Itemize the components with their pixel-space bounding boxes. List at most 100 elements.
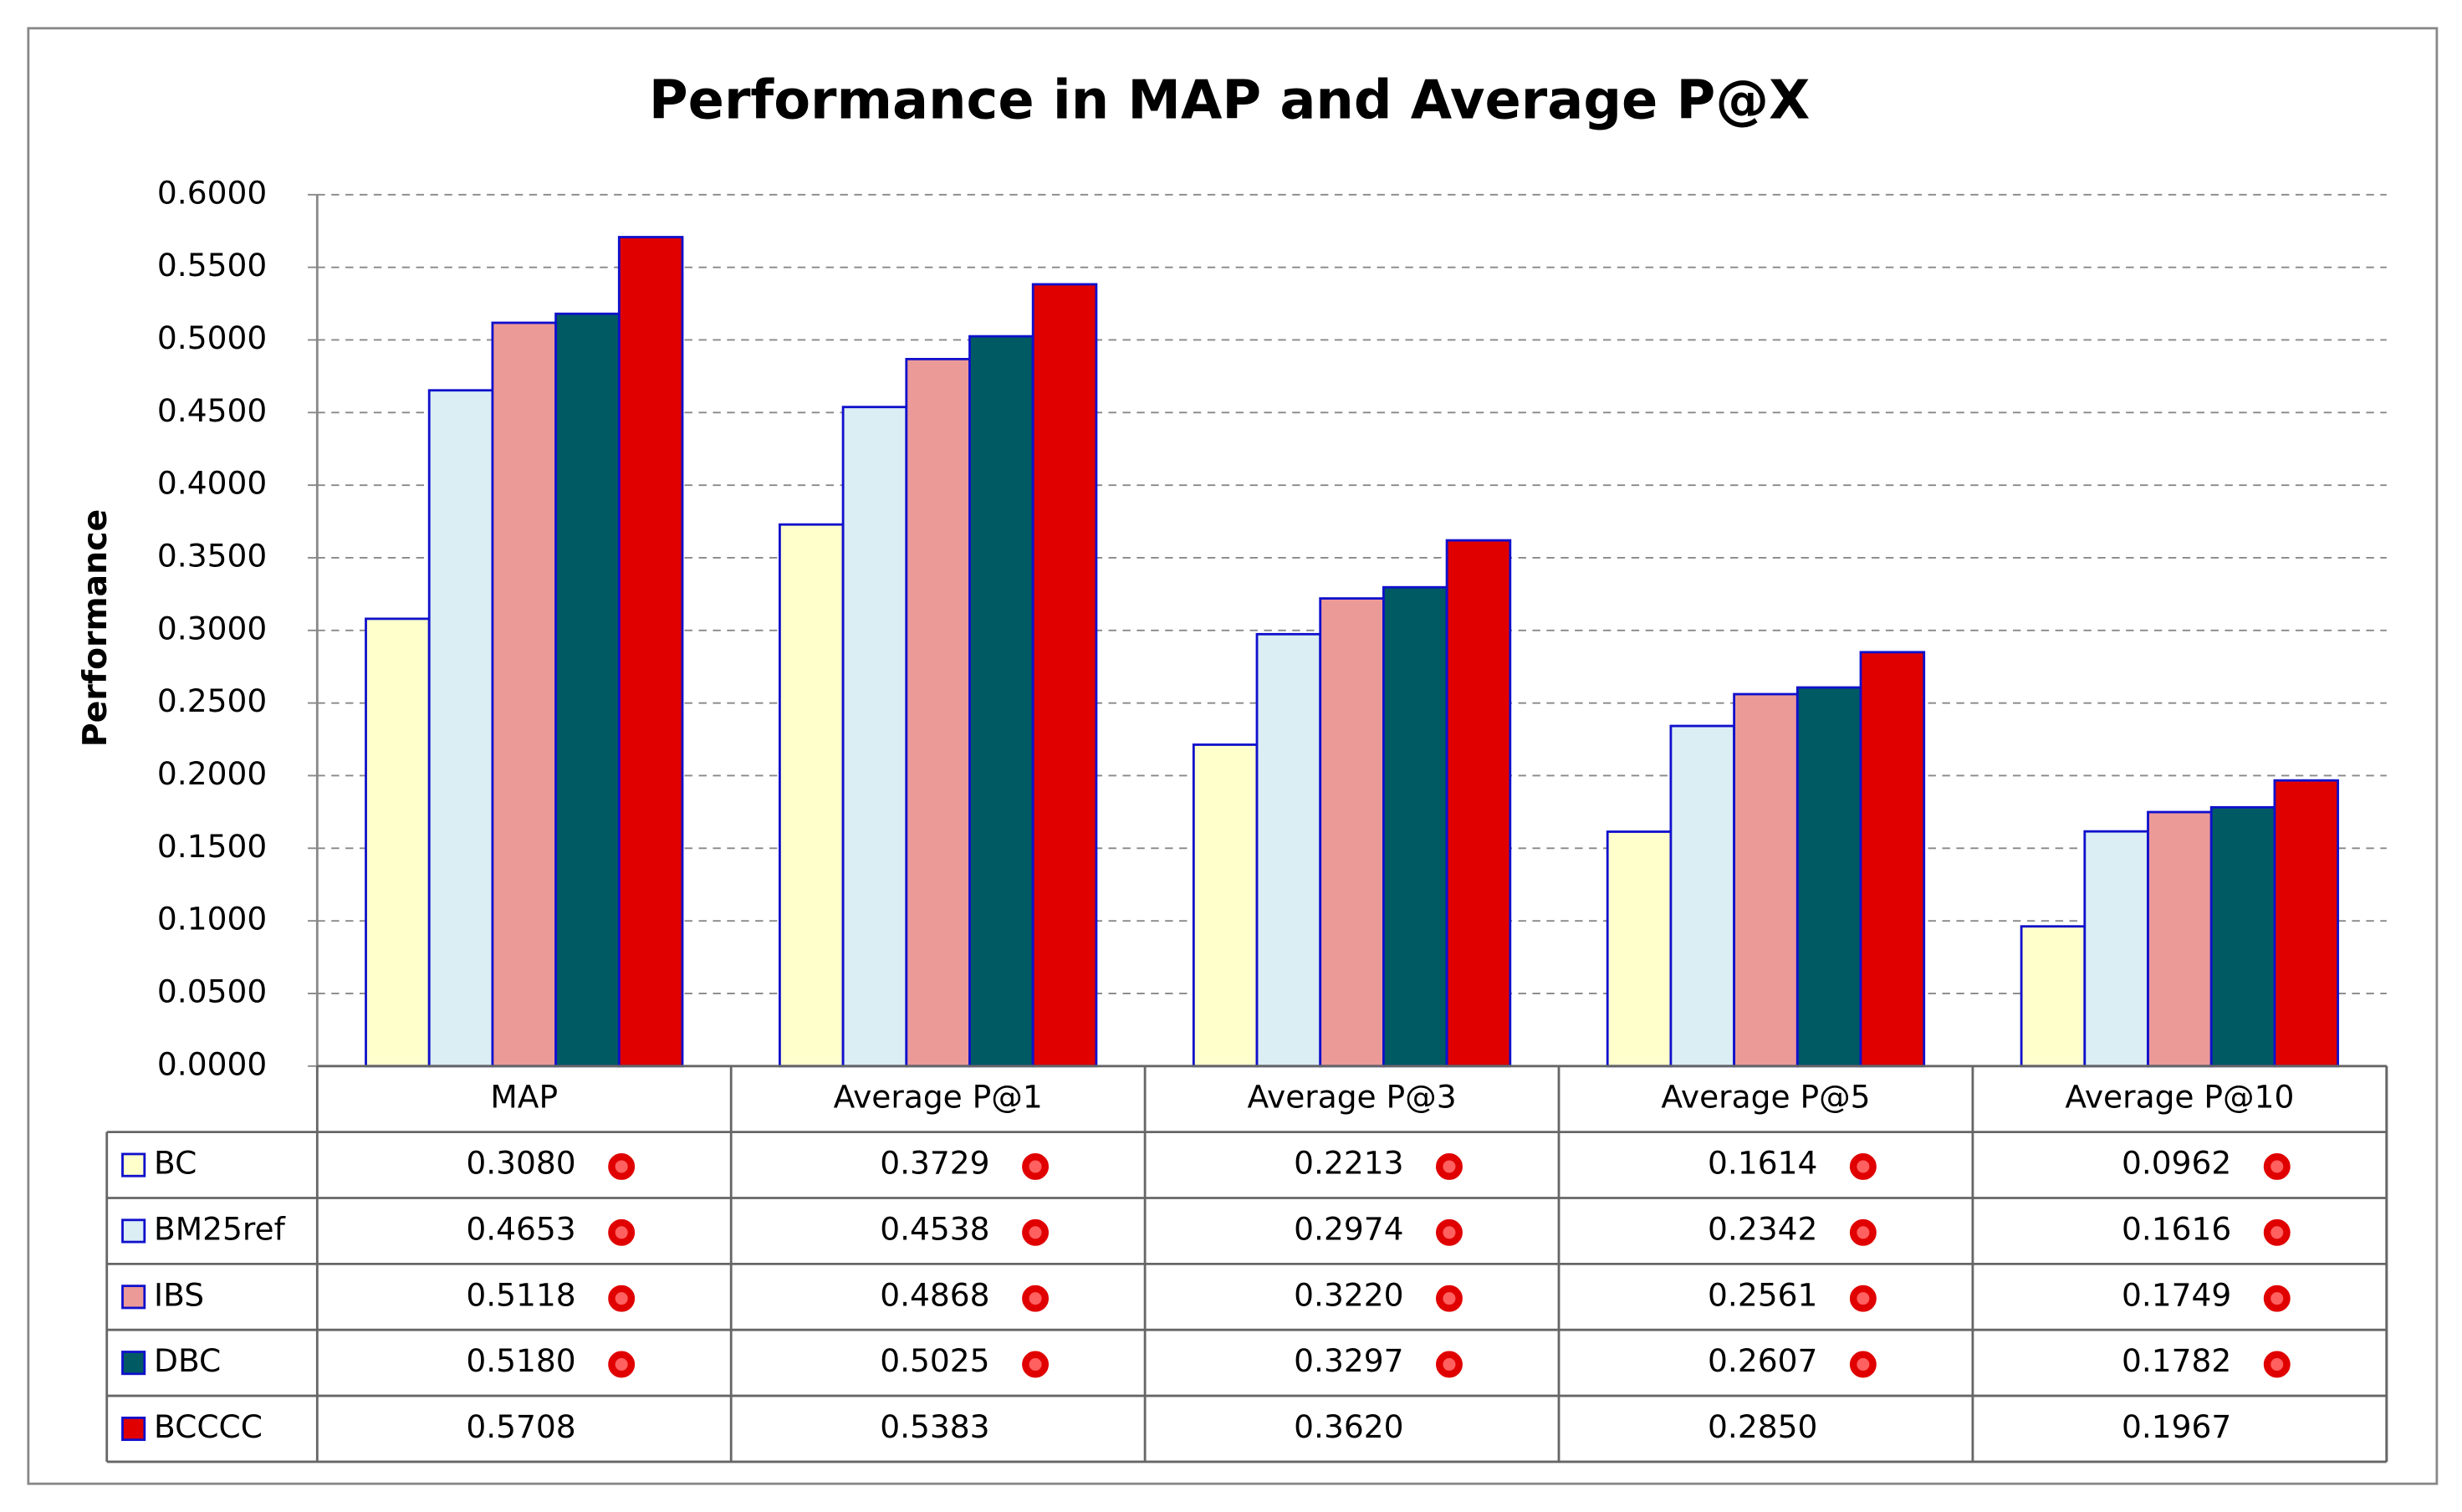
table-value: 0.2213	[1294, 1145, 1403, 1182]
bar	[1319, 597, 1385, 1068]
table-value: 0.3297	[1294, 1342, 1403, 1379]
bar	[491, 321, 558, 1068]
table-value: 0.1782	[2122, 1342, 2231, 1379]
significance-dot-highlight	[2270, 1358, 2284, 1372]
table-value: 0.3080	[466, 1145, 575, 1182]
bar	[554, 312, 621, 1068]
significance-dot-highlight	[1029, 1160, 1042, 1173]
bar	[1382, 585, 1448, 1068]
y-tick-label: 0.4500	[157, 392, 267, 429]
y-tick-label: 0.0500	[157, 973, 267, 1009]
y-tick-label: 0.6000	[157, 174, 267, 211]
y-tick-label: 0.4000	[157, 465, 267, 502]
table-value: 0.2974	[1294, 1210, 1403, 1247]
bar	[617, 236, 684, 1068]
significance-dot-highlight	[1029, 1292, 1042, 1305]
significance-dot-highlight	[615, 1160, 628, 1173]
significance-dot-highlight	[1443, 1358, 1456, 1372]
table-value: 0.1749	[2122, 1276, 2231, 1313]
legend-label: BC	[154, 1145, 197, 1182]
table-value: 0.3620	[1294, 1408, 1403, 1445]
significance-dot-highlight	[2270, 1160, 2284, 1173]
x-tick-label: Average P@5	[1661, 1079, 1870, 1116]
table-value: 0.2342	[1708, 1210, 1817, 1247]
table-value: 0.2850	[1708, 1408, 1817, 1445]
bar	[1733, 692, 1799, 1068]
bar	[1031, 283, 1098, 1068]
significance-dot-highlight	[1443, 1292, 1456, 1305]
legend-swatch	[121, 1218, 146, 1244]
bar	[2083, 830, 2149, 1068]
table-value: 0.5118	[466, 1276, 575, 1313]
bar	[427, 389, 494, 1068]
y-tick-label: 0.2000	[157, 755, 267, 792]
significance-dot-highlight	[1857, 1358, 1870, 1372]
legend-swatch	[121, 1285, 146, 1310]
legend-label: BM25ref	[154, 1210, 286, 1247]
y-tick-label: 0.2500	[157, 682, 267, 719]
legend-label: IBS	[154, 1276, 204, 1313]
legend-swatch	[121, 1152, 146, 1177]
bar	[841, 406, 908, 1068]
bar	[1606, 830, 1673, 1068]
y-tick-label: 0.0000	[157, 1045, 267, 1082]
bar	[905, 357, 971, 1068]
x-tick-label: Average P@1	[834, 1079, 1043, 1116]
y-tick-label: 0.1500	[157, 828, 267, 865]
table-value: 0.1967	[2122, 1408, 2231, 1445]
y-axis-label: Performance	[76, 509, 115, 747]
chart-title: Performance in MAP and Average P@X	[649, 69, 1810, 131]
legend-swatch	[121, 1416, 146, 1442]
significance-dot-highlight	[1443, 1226, 1456, 1239]
bar	[2147, 810, 2213, 1068]
bar	[2209, 805, 2276, 1068]
significance-dot-highlight	[1857, 1292, 1870, 1305]
table-value: 0.2561	[1708, 1276, 1817, 1313]
bar	[1445, 539, 1512, 1068]
significance-dot-highlight	[2270, 1226, 2284, 1239]
significance-dot-highlight	[1029, 1226, 1042, 1239]
legend-label: BCCCC	[154, 1408, 263, 1445]
x-tick-label: MAP	[490, 1079, 558, 1116]
bar	[1192, 743, 1259, 1068]
y-tick-label: 0.5000	[157, 319, 267, 356]
table-value: 0.0962	[2122, 1145, 2231, 1182]
significance-dot-highlight	[615, 1226, 628, 1239]
bar	[2273, 779, 2340, 1068]
bar	[1255, 632, 1322, 1068]
significance-dot-highlight	[615, 1292, 628, 1305]
table-value: 0.4868	[880, 1276, 989, 1313]
bar	[968, 335, 1034, 1068]
x-tick-label: Average P@3	[1248, 1079, 1457, 1116]
y-tick-label: 0.3000	[157, 610, 267, 646]
table-value: 0.3729	[880, 1145, 989, 1182]
bar	[365, 617, 431, 1068]
bar	[1795, 686, 1862, 1068]
y-tick-label: 0.5500	[157, 247, 267, 284]
table-value: 0.3220	[1294, 1276, 1403, 1313]
significance-dot-highlight	[615, 1358, 628, 1372]
significance-dot-highlight	[1857, 1160, 1870, 1173]
table-value: 0.4538	[880, 1210, 989, 1247]
significance-dot-highlight	[1857, 1226, 1870, 1239]
legend-label: DBC	[154, 1342, 221, 1379]
table-value: 0.5180	[466, 1342, 575, 1379]
table-value: 0.5708	[466, 1408, 575, 1445]
y-tick-label: 0.3500	[157, 537, 267, 574]
table-value: 0.5383	[880, 1408, 989, 1445]
x-tick-label: Average P@10	[2065, 1079, 2294, 1116]
table-value: 0.1616	[2122, 1210, 2231, 1247]
bar	[1669, 724, 1736, 1068]
bar	[1859, 651, 1926, 1068]
table-value: 0.1614	[1708, 1145, 1817, 1182]
table-value: 0.2607	[1708, 1342, 1817, 1379]
significance-dot-highlight	[1029, 1358, 1042, 1372]
bar	[2020, 925, 2087, 1068]
table-value: 0.4653	[466, 1210, 575, 1247]
significance-dot-highlight	[1443, 1160, 1456, 1173]
significance-dot-highlight	[2270, 1292, 2284, 1305]
y-tick-label: 0.1000	[157, 901, 267, 937]
bar	[779, 523, 845, 1068]
